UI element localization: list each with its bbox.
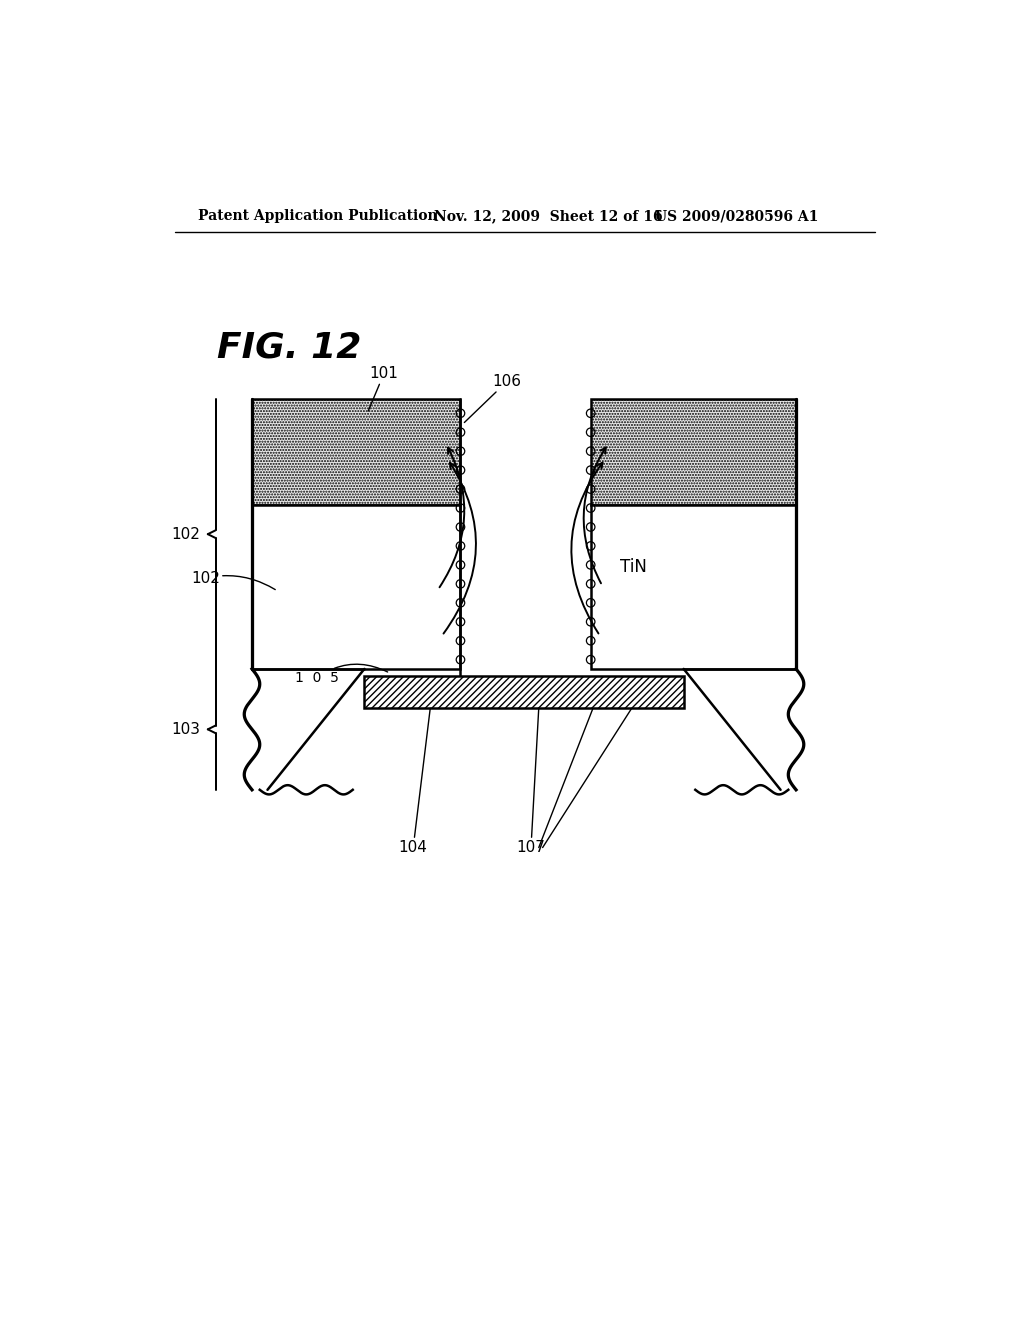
Text: 102: 102 <box>191 570 275 590</box>
Bar <box>592 506 796 669</box>
Text: 102: 102 <box>172 527 201 541</box>
Bar <box>592 400 796 506</box>
Text: 107: 107 <box>516 708 546 855</box>
Bar <box>365 676 684 708</box>
Text: 1  0  5: 1 0 5 <box>295 664 388 685</box>
Text: 104: 104 <box>398 708 430 855</box>
Text: 101: 101 <box>369 367 398 411</box>
Text: 103: 103 <box>172 722 201 737</box>
Bar <box>252 506 460 669</box>
Text: 106: 106 <box>464 374 521 422</box>
Text: US 2009/0280596 A1: US 2009/0280596 A1 <box>655 209 818 223</box>
Text: Patent Application Publication: Patent Application Publication <box>198 209 437 223</box>
Text: Nov. 12, 2009  Sheet 12 of 16: Nov. 12, 2009 Sheet 12 of 16 <box>434 209 663 223</box>
Bar <box>252 400 460 506</box>
Text: FIG. 12: FIG. 12 <box>217 330 361 364</box>
Text: TiN: TiN <box>621 557 647 576</box>
